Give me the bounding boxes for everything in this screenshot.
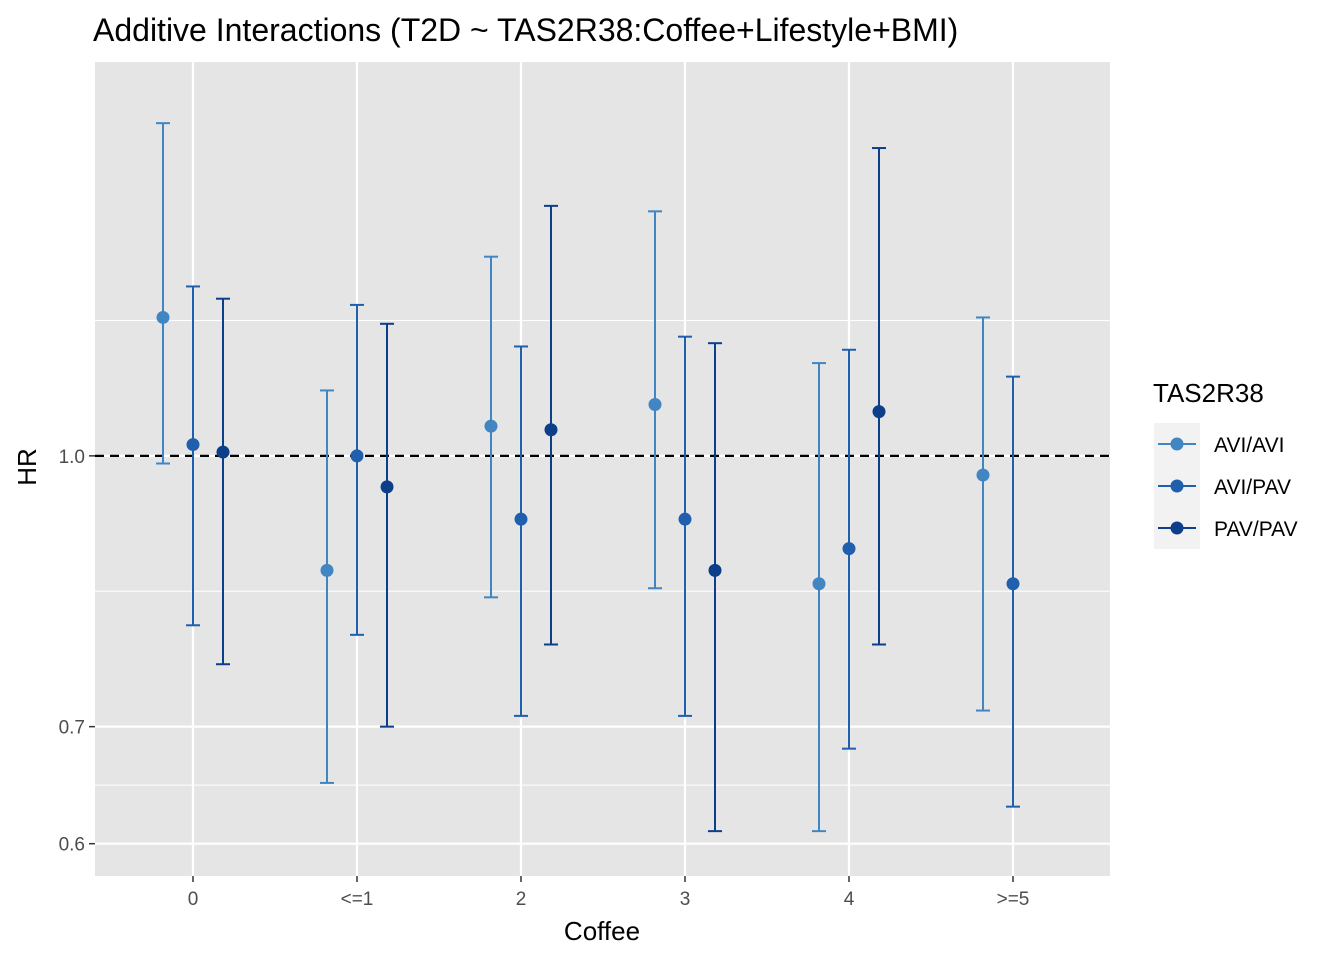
x-tick-label: <=1 (341, 889, 374, 910)
legend: TAS2R38 AVI/AVI AVI/PAV PAV/PAV (1153, 378, 1298, 549)
data-point (156, 310, 170, 324)
legend-label: PAV/PAV (1214, 518, 1298, 541)
x-tick-label: 2 (516, 889, 527, 910)
x-tick-label: 0 (188, 889, 199, 910)
series-pav-pav (216, 147, 886, 833)
data-point (216, 445, 230, 459)
legend-item: AVI/PAV (1154, 465, 1291, 507)
legend-key-point (1170, 521, 1184, 535)
x-tick-label: >=5 (997, 889, 1030, 910)
plot-panel (95, 62, 1110, 876)
y-axis-title: HR (12, 448, 42, 486)
data-point (976, 468, 990, 482)
data-point (872, 405, 886, 419)
legend-item: PAV/PAV (1154, 507, 1298, 549)
legend-key-point (1170, 479, 1184, 493)
data-point (708, 563, 722, 577)
data-point (380, 480, 394, 494)
data-point (812, 577, 826, 591)
y-tick-label: 0.7 (59, 718, 85, 739)
data-point (544, 423, 558, 437)
x-tick-label: 3 (680, 889, 691, 910)
x-axis-title: Coffee (564, 916, 640, 946)
legend-item: AVI/AVI (1154, 423, 1284, 465)
legend-label: AVI/AVI (1214, 434, 1284, 457)
legend-key-point (1170, 437, 1184, 451)
data-point (678, 512, 692, 526)
series-avi-avi (156, 122, 990, 833)
data-point (320, 563, 334, 577)
panel-background (95, 62, 1110, 876)
data-point (648, 398, 662, 412)
legend-title: TAS2R38 (1153, 378, 1264, 408)
y-tick-label: 0.6 (59, 835, 85, 856)
y-tick-label: 1.0 (59, 447, 85, 468)
chart-title: Additive Interactions (T2D ~ TAS2R38:Cof… (93, 12, 958, 48)
x-tick-label: 4 (844, 889, 855, 910)
legend-label: AVI/PAV (1214, 476, 1291, 499)
y-axis-tick-labels: 0.6 0.7 1.0 (59, 447, 95, 856)
data-point (514, 512, 528, 526)
data-point (842, 542, 856, 556)
x-axis-tick-labels: 0 <=1 2 3 4 >=5 (188, 876, 1030, 910)
data-point (186, 438, 200, 452)
series-avi-pav (186, 285, 1020, 808)
data-point (1006, 577, 1020, 591)
data-point (484, 419, 498, 433)
data-point (350, 449, 364, 463)
